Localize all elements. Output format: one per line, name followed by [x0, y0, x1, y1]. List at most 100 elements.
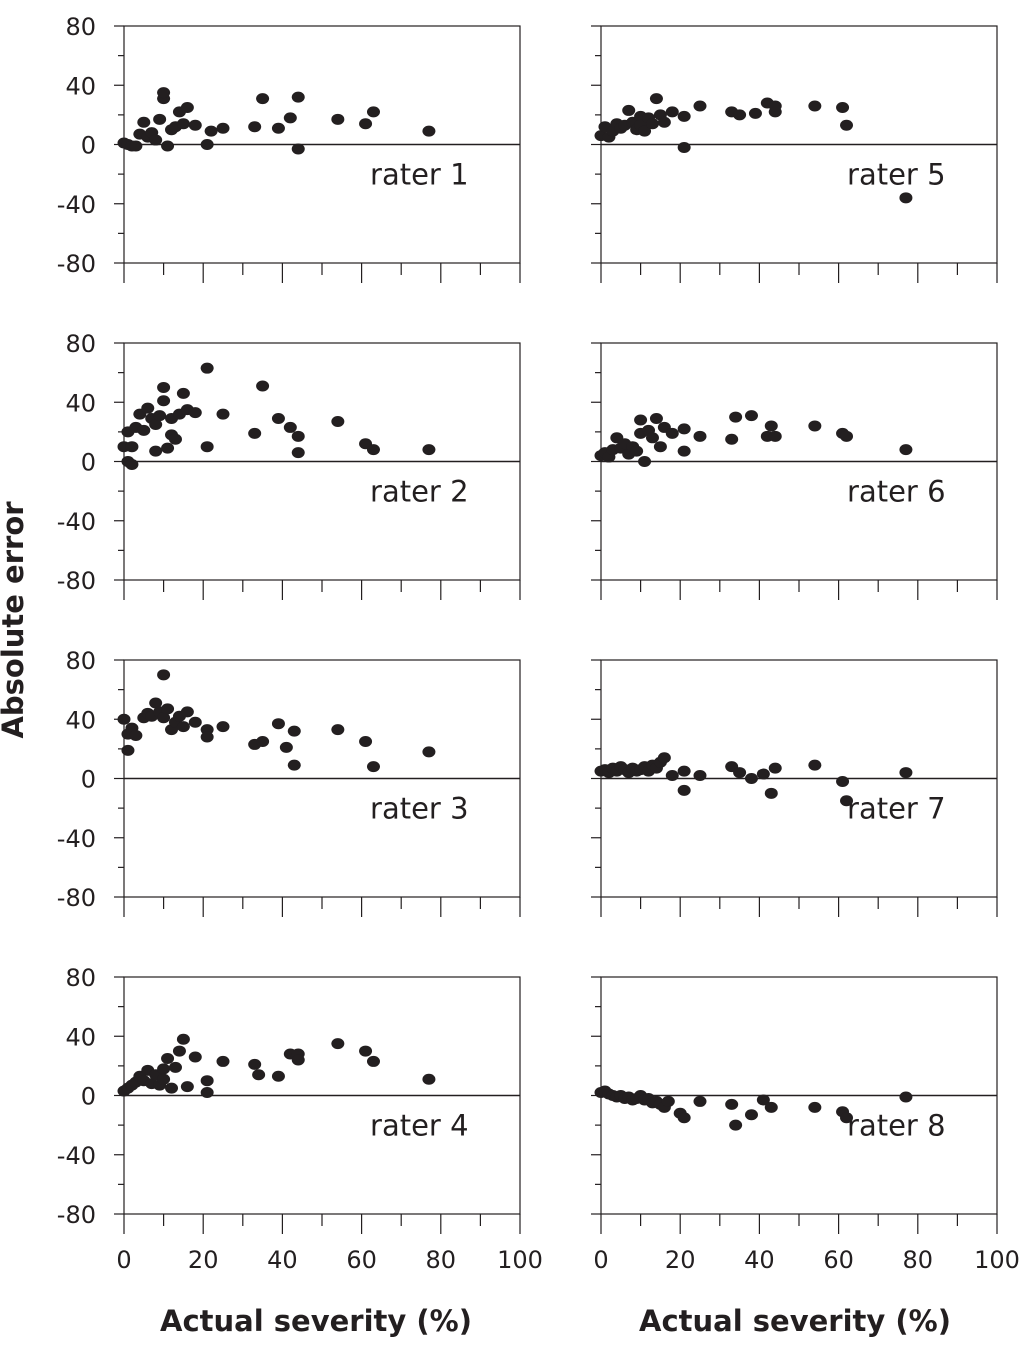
x-tick-label: 20: [665, 1246, 696, 1274]
data-point: [256, 380, 270, 392]
x-tick-label: 60: [823, 1246, 854, 1274]
y-tick-label: 40: [65, 389, 96, 417]
data-point: [899, 192, 913, 204]
data-point: [157, 381, 171, 393]
data-point: [141, 402, 155, 414]
y-tick-label: 0: [81, 449, 96, 477]
data-point: [729, 1119, 743, 1131]
data-point: [768, 100, 782, 112]
data-point: [359, 735, 373, 747]
data-point: [176, 387, 190, 399]
data-point: [188, 407, 202, 419]
x-tick-label: 0: [593, 1246, 608, 1274]
panel-rater-6: rater 6: [591, 342, 998, 600]
y-tick-label: -40: [57, 508, 96, 536]
data-point: [137, 116, 151, 128]
data-point: [176, 721, 190, 733]
y-tick-label: 0: [81, 766, 96, 794]
data-point: [677, 784, 691, 796]
data-point: [291, 91, 305, 103]
data-point: [188, 119, 202, 131]
data-point: [729, 411, 743, 423]
x-tick-label: 100: [974, 1246, 1020, 1274]
y-tick-label: 80: [65, 647, 96, 675]
data-point: [331, 1038, 345, 1050]
data-point: [422, 746, 436, 758]
y-tick-label: 0: [81, 132, 96, 160]
y-tick-label: -40: [57, 825, 96, 853]
data-point: [180, 706, 194, 718]
data-point: [840, 1112, 854, 1124]
y-tick-label: 40: [65, 1023, 96, 1051]
data-point: [756, 768, 770, 780]
data-point: [153, 113, 167, 125]
data-point: [117, 713, 131, 725]
data-point: [271, 413, 285, 425]
y-tick-label: -80: [57, 250, 96, 278]
data-point: [200, 139, 214, 150]
data-point: [291, 1054, 305, 1066]
data-point: [661, 1095, 675, 1107]
data-point: [808, 420, 822, 432]
data-point: [764, 1101, 778, 1113]
data-point: [899, 444, 913, 456]
data-point: [161, 442, 175, 454]
data-point: [161, 703, 175, 715]
y-tick-label: -40: [57, 191, 96, 219]
y-tick-label: -80: [57, 1201, 96, 1229]
data-point: [836, 775, 850, 787]
data-point: [176, 1033, 190, 1045]
data-point: [256, 93, 270, 105]
data-point: [248, 121, 262, 133]
data-point: [748, 107, 762, 119]
data-point: [665, 427, 679, 439]
data-point: [271, 122, 285, 134]
y-tick-label: -80: [57, 884, 96, 912]
data-point: [157, 1073, 171, 1085]
data-point: [291, 143, 305, 155]
panel-label: rater 3: [370, 791, 469, 825]
data-point: [161, 1052, 175, 1064]
data-point: [422, 444, 436, 456]
data-point: [291, 430, 305, 442]
data-point: [422, 1073, 436, 1085]
data-point: [200, 362, 214, 374]
data-point: [649, 413, 663, 425]
data-point: [252, 1069, 266, 1081]
y-tick-label: 80: [65, 13, 96, 41]
data-point: [366, 761, 380, 773]
data-point: [180, 101, 194, 113]
data-point: [176, 118, 190, 130]
y-tick-label: 0: [81, 1083, 96, 1111]
data-point: [677, 110, 691, 122]
data-point: [677, 445, 691, 457]
data-point: [899, 1091, 913, 1103]
data-point: [836, 101, 850, 113]
panel-label: rater 8: [847, 1108, 946, 1142]
data-point: [248, 427, 262, 439]
data-point: [129, 730, 143, 742]
data-point: [149, 418, 163, 430]
data-point: [638, 456, 652, 467]
data-point: [744, 410, 758, 422]
y-tick-label: 40: [65, 72, 96, 100]
data-point: [204, 125, 218, 137]
data-point: [287, 759, 301, 771]
x-axis-title-right: Actual severity (%): [639, 1304, 951, 1338]
data-point: [216, 721, 230, 733]
data-point: [808, 1101, 822, 1113]
data-point: [271, 718, 285, 730]
data-point: [125, 441, 139, 453]
data-point: [725, 1098, 739, 1110]
data-point: [157, 395, 171, 407]
y-tick-label: 80: [65, 330, 96, 358]
data-point: [808, 100, 822, 112]
data-point: [693, 100, 707, 112]
panel-label: rater 4: [370, 1108, 469, 1142]
data-point: [157, 712, 171, 724]
data-point: [121, 744, 135, 756]
data-point: [677, 765, 691, 777]
data-point: [840, 795, 854, 807]
data-point: [366, 1055, 380, 1067]
